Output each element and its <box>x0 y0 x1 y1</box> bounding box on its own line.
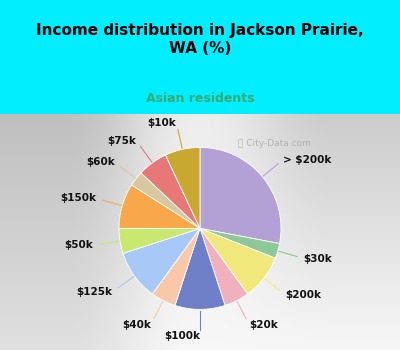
Wedge shape <box>166 147 200 228</box>
Text: ⓘ City-Data.com: ⓘ City-Data.com <box>238 139 311 148</box>
Wedge shape <box>200 228 280 258</box>
Text: $10k: $10k <box>148 118 176 128</box>
Text: $50k: $50k <box>64 240 93 250</box>
Wedge shape <box>119 185 200 228</box>
Text: $125k: $125k <box>77 287 113 297</box>
Text: Income distribution in Jackson Prairie,
WA (%): Income distribution in Jackson Prairie, … <box>36 23 364 56</box>
Wedge shape <box>175 228 225 309</box>
Text: Asian residents: Asian residents <box>146 92 254 105</box>
Wedge shape <box>200 228 248 306</box>
Wedge shape <box>119 228 200 253</box>
Text: $100k: $100k <box>164 331 200 341</box>
Text: $150k: $150k <box>60 193 96 203</box>
Text: > $200k: > $200k <box>283 155 332 164</box>
Text: $75k: $75k <box>108 136 136 146</box>
Text: $40k: $40k <box>122 320 151 330</box>
Wedge shape <box>123 228 200 294</box>
Text: $60k: $60k <box>86 157 115 167</box>
Text: $200k: $200k <box>285 289 321 300</box>
Wedge shape <box>141 155 200 228</box>
Text: $20k: $20k <box>249 320 278 330</box>
Wedge shape <box>152 228 200 306</box>
Wedge shape <box>200 147 281 244</box>
Wedge shape <box>132 173 200 228</box>
Wedge shape <box>200 228 275 294</box>
Text: $30k: $30k <box>304 253 332 264</box>
